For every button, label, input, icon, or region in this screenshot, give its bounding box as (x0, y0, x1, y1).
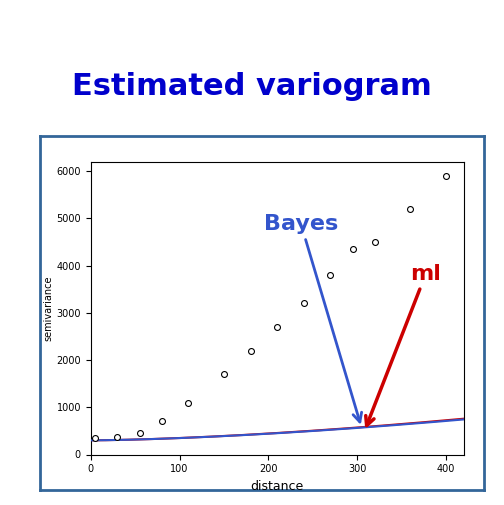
Point (113, 433, 121, 441)
Point (184, 398, 193, 407)
Point (349, 245, 357, 253)
Point (273, 323, 281, 331)
Point (158, 418, 166, 426)
Point (246, 346, 255, 355)
Point (220, 370, 228, 378)
X-axis label: distance: distance (250, 480, 304, 493)
Text: Estimated variogram: Estimated variogram (72, 72, 432, 101)
Point (91, 434, 99, 442)
Text: ml: ml (366, 264, 442, 426)
Point (136, 429, 144, 437)
Point (371, 238, 379, 246)
Point (406, 205, 414, 213)
Point (442, 172, 450, 180)
Point (327, 271, 335, 279)
Text: Bayes: Bayes (264, 214, 361, 422)
Point (300, 299, 308, 308)
Y-axis label: semivariance: semivariance (43, 275, 53, 341)
